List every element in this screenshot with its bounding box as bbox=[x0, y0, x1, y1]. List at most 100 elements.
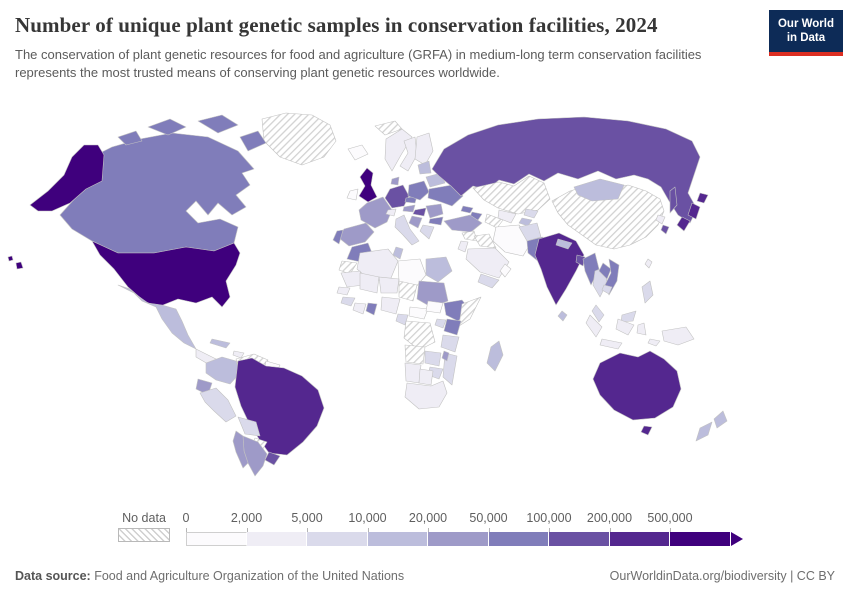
country-indonesia[interactable] bbox=[599, 338, 623, 350]
legend-color-segment[interactable] bbox=[549, 532, 610, 546]
country-cameroon[interactable] bbox=[395, 313, 409, 326]
country-sri-lanka[interactable] bbox=[557, 310, 568, 322]
country-kyrgyzstan[interactable] bbox=[523, 208, 539, 219]
country-mali[interactable] bbox=[359, 272, 380, 294]
country-chad[interactable] bbox=[398, 280, 418, 302]
country-georgia[interactable] bbox=[460, 205, 474, 214]
country-japan[interactable] bbox=[696, 192, 709, 204]
country-namibia[interactable] bbox=[404, 362, 422, 384]
country-indonesia[interactable] bbox=[585, 314, 603, 338]
country-niger[interactable] bbox=[378, 276, 400, 294]
country-zambia[interactable] bbox=[424, 350, 442, 367]
legend-no-data[interactable]: No data bbox=[118, 511, 170, 542]
country-australia[interactable] bbox=[592, 350, 682, 421]
country-indonesia[interactable] bbox=[647, 338, 661, 347]
country-turkey[interactable] bbox=[443, 214, 483, 233]
country-france[interactable] bbox=[358, 196, 393, 229]
country-hungary[interactable] bbox=[412, 207, 427, 217]
country-papua-new-guinea[interactable] bbox=[661, 326, 695, 346]
country-senegal[interactable] bbox=[336, 286, 351, 296]
country-greece[interactable] bbox=[419, 224, 435, 240]
legend-color-segment[interactable] bbox=[670, 532, 731, 546]
country-canada[interactable] bbox=[117, 130, 143, 146]
country-united-kingdom[interactable] bbox=[358, 167, 378, 203]
country-mongolia[interactable] bbox=[573, 178, 625, 202]
country-afghanistan[interactable] bbox=[518, 222, 542, 242]
legend-color-segment[interactable] bbox=[186, 532, 247, 546]
country-kenya[interactable] bbox=[443, 318, 462, 336]
country-angola[interactable] bbox=[404, 344, 426, 365]
country-chile[interactable] bbox=[232, 430, 249, 469]
legend-color-segment[interactable] bbox=[246, 532, 307, 546]
country-south-sudan[interactable] bbox=[425, 300, 444, 314]
country-tunisia[interactable] bbox=[392, 246, 404, 260]
legend-bar[interactable] bbox=[186, 532, 746, 546]
country-bulgaria[interactable] bbox=[428, 216, 444, 226]
country-bangladesh[interactable] bbox=[575, 254, 586, 267]
country-russia-sakhalin[interactable] bbox=[669, 186, 678, 214]
country-madagascar[interactable] bbox=[486, 340, 504, 372]
country-australia-tasmania[interactable] bbox=[640, 425, 653, 436]
country-south-africa[interactable] bbox=[404, 380, 448, 410]
country-north-korea[interactable] bbox=[655, 214, 666, 225]
country-indonesia[interactable] bbox=[636, 322, 647, 336]
country-yemen[interactable] bbox=[477, 273, 500, 289]
country-canada[interactable] bbox=[197, 114, 239, 134]
legend-color-segment[interactable] bbox=[428, 532, 489, 546]
country-united-states-alaska[interactable] bbox=[29, 144, 105, 212]
country-philippines[interactable] bbox=[641, 280, 654, 304]
country-baltics[interactable] bbox=[417, 160, 432, 175]
country-colombia[interactable] bbox=[205, 356, 241, 385]
country-nepal[interactable] bbox=[555, 238, 573, 250]
legend-color-segment[interactable] bbox=[488, 532, 549, 546]
country-egypt[interactable] bbox=[425, 256, 453, 283]
country-new-zealand[interactable] bbox=[713, 410, 728, 429]
country-iraq[interactable] bbox=[473, 233, 497, 249]
country-india[interactable] bbox=[534, 232, 585, 306]
country-serbia[interactable] bbox=[408, 215, 423, 229]
country-japan[interactable] bbox=[687, 202, 701, 220]
country-greenland[interactable] bbox=[261, 112, 337, 166]
country-peru[interactable] bbox=[199, 387, 237, 423]
country-united-states-hawaii[interactable] bbox=[15, 261, 24, 270]
country-denmark[interactable] bbox=[390, 176, 400, 186]
country-italy[interactable] bbox=[394, 214, 420, 246]
owid-logo[interactable]: Our World in Data bbox=[768, 10, 843, 56]
country-israel-jordan[interactable] bbox=[457, 240, 469, 253]
country-sweden[interactable] bbox=[399, 136, 418, 172]
country-ghana[interactable] bbox=[365, 302, 378, 316]
country-austria[interactable] bbox=[402, 204, 416, 213]
country-uruguay[interactable] bbox=[264, 451, 281, 466]
country-malaysia[interactable] bbox=[591, 304, 605, 323]
country-romania[interactable] bbox=[425, 203, 444, 219]
country-tanzania[interactable] bbox=[440, 334, 460, 353]
country-cuba[interactable] bbox=[209, 338, 231, 349]
country-canada[interactable] bbox=[147, 118, 187, 136]
legend-color-segment[interactable] bbox=[367, 532, 428, 546]
country-finland[interactable] bbox=[414, 132, 434, 166]
country-south-korea[interactable] bbox=[660, 224, 670, 235]
country-ivory-coast[interactable] bbox=[352, 302, 367, 315]
country-canada[interactable] bbox=[239, 130, 267, 152]
country-guinea[interactable] bbox=[340, 296, 356, 307]
country-laos[interactable] bbox=[598, 262, 612, 280]
country-malawi[interactable] bbox=[441, 350, 450, 362]
country-portugal[interactable] bbox=[332, 229, 344, 245]
country-japan[interactable] bbox=[676, 216, 691, 232]
country-cambodia[interactable] bbox=[601, 284, 613, 295]
country-switzerland[interactable] bbox=[385, 208, 397, 217]
country-germany[interactable] bbox=[384, 184, 410, 209]
country-indonesia[interactable] bbox=[615, 318, 635, 336]
country-kazakhstan[interactable] bbox=[472, 175, 551, 215]
country-united-states-hawaii[interactable] bbox=[7, 255, 14, 262]
country-poland[interactable] bbox=[407, 180, 430, 201]
legend-color-segment[interactable] bbox=[307, 532, 368, 546]
country-oman[interactable] bbox=[499, 263, 512, 278]
country-spain[interactable] bbox=[338, 222, 375, 247]
country-uganda[interactable] bbox=[434, 318, 447, 329]
country-dr-congo[interactable] bbox=[403, 320, 436, 351]
country-uzbekistan[interactable] bbox=[497, 209, 517, 224]
country-botswana[interactable] bbox=[418, 368, 434, 386]
country-somalia[interactable] bbox=[458, 296, 482, 327]
footer-link[interactable]: OurWorldinData.org/biodiversity | CC BY bbox=[609, 569, 835, 583]
